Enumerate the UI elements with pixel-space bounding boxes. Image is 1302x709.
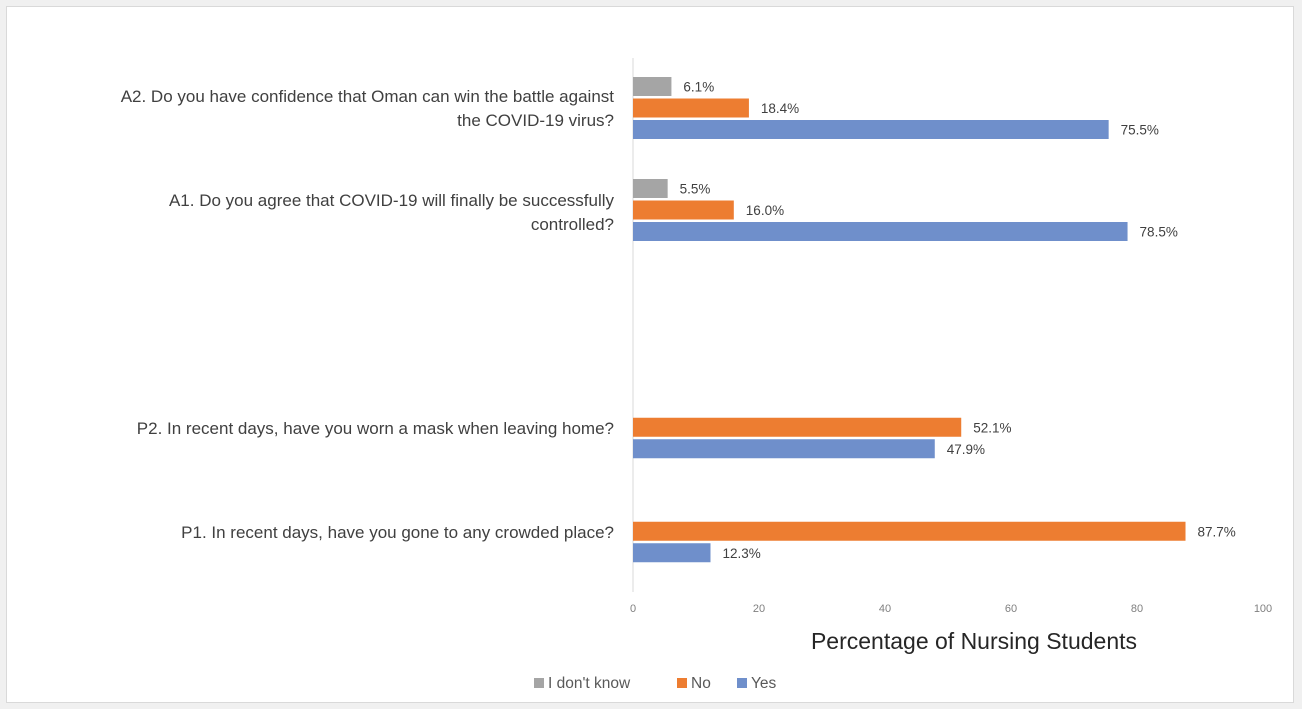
category-label: the COVID-19 virus? xyxy=(457,111,614,130)
bar xyxy=(633,179,668,198)
data-label: 18.4% xyxy=(761,101,799,116)
bar xyxy=(633,521,1186,541)
x-axis-title: Percentage of Nursing Students xyxy=(811,628,1137,654)
legend-entry: Yes xyxy=(751,675,777,692)
x-tick-label: 20 xyxy=(753,603,765,615)
category-label: controlled? xyxy=(531,215,614,234)
bar xyxy=(633,222,1128,241)
data-label: 75.5% xyxy=(1121,123,1159,138)
data-label: 16.0% xyxy=(746,203,784,218)
x-tick-label: 80 xyxy=(1131,603,1143,615)
data-label: 12.3% xyxy=(722,546,760,561)
legend-swatch xyxy=(737,678,747,688)
category-label: A2. Do you have confidence that Oman can… xyxy=(121,87,615,106)
category-label: P2. In recent days, have you worn a mask… xyxy=(137,419,614,438)
legend-swatch xyxy=(534,678,544,688)
x-tick-label: 60 xyxy=(1005,603,1017,615)
bar xyxy=(633,77,672,96)
bar xyxy=(633,439,935,459)
data-label: 47.9% xyxy=(947,442,985,457)
bar xyxy=(633,417,962,437)
legend-swatch xyxy=(677,678,687,688)
data-label: 87.7% xyxy=(1198,524,1236,539)
data-label: 78.5% xyxy=(1140,225,1178,240)
bar xyxy=(633,98,749,118)
data-label: 6.1% xyxy=(683,80,714,95)
category-label: A1. Do you agree that COVID-19 will fina… xyxy=(169,191,615,210)
bar xyxy=(633,543,711,563)
x-tick-label: 40 xyxy=(879,603,891,615)
legend-entry: No xyxy=(691,675,711,692)
x-tick-label: 0 xyxy=(630,603,636,615)
data-label: 52.1% xyxy=(973,420,1011,435)
bar xyxy=(633,200,734,220)
data-label: 5.5% xyxy=(680,182,711,197)
x-tick-label: 100 xyxy=(1254,603,1272,615)
bar xyxy=(633,120,1109,139)
category-label: P1. In recent days, have you gone to any… xyxy=(181,523,614,542)
legend-entry: I don't know xyxy=(548,675,631,692)
